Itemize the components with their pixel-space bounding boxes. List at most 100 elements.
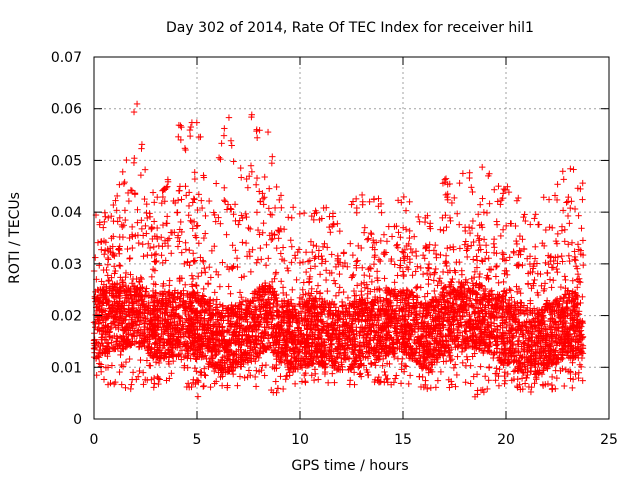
data-point <box>288 243 296 250</box>
data-point <box>416 218 423 225</box>
data-point <box>126 255 133 263</box>
data-point <box>112 197 119 204</box>
data-point <box>353 209 360 217</box>
data-point <box>348 274 355 281</box>
data-point <box>185 202 193 210</box>
data-point <box>200 234 208 242</box>
data-point <box>493 218 500 225</box>
data-point <box>377 237 384 245</box>
data-point <box>217 156 224 163</box>
data-point <box>359 313 366 320</box>
data-point <box>424 290 431 297</box>
data-point <box>174 243 182 250</box>
data-point <box>560 176 567 183</box>
data-point <box>200 382 208 390</box>
data-point <box>202 269 209 276</box>
data-point <box>272 378 279 385</box>
data-point <box>559 168 566 175</box>
data-point <box>534 310 542 318</box>
data-point <box>559 355 566 362</box>
data-point <box>572 370 579 378</box>
data-point <box>227 290 234 297</box>
data-point <box>173 209 181 216</box>
data-point <box>289 286 296 294</box>
data-point <box>469 217 477 225</box>
data-point <box>150 218 158 225</box>
data-point <box>253 209 261 216</box>
data-point <box>104 381 112 388</box>
data-point <box>370 195 378 203</box>
data-point <box>210 297 217 305</box>
data-point <box>377 257 384 265</box>
data-point <box>170 357 177 365</box>
data-point <box>236 373 244 380</box>
data-point <box>514 338 522 345</box>
data-point <box>221 125 228 132</box>
data-point <box>186 132 194 140</box>
data-point <box>262 262 270 269</box>
data-point <box>189 250 197 257</box>
data-point <box>565 241 572 248</box>
data-point <box>485 255 492 262</box>
data-point <box>315 376 322 383</box>
data-point <box>185 189 193 196</box>
data-point <box>182 183 189 190</box>
data-point <box>340 250 347 257</box>
data-point <box>241 374 248 381</box>
data-point <box>176 238 183 245</box>
data-point <box>485 377 492 384</box>
data-point <box>319 243 327 251</box>
data-point <box>506 254 513 261</box>
data-point <box>570 166 577 173</box>
data-point <box>471 393 479 400</box>
data-point <box>476 235 483 242</box>
data-point <box>392 375 399 382</box>
data-point <box>172 299 179 306</box>
data-point <box>499 255 506 263</box>
data-point <box>566 220 573 227</box>
data-point <box>193 356 200 363</box>
data-point <box>254 256 262 263</box>
chart-title: Day 302 of 2014, Rate Of TEC Index for r… <box>166 20 534 36</box>
data-point <box>154 193 161 201</box>
data-point <box>393 372 400 379</box>
data-point <box>158 252 165 259</box>
data-point <box>321 240 328 247</box>
data-point <box>409 272 416 279</box>
data-point <box>381 368 388 376</box>
data-point <box>491 186 498 193</box>
data-point <box>182 239 189 246</box>
data-point <box>381 275 388 282</box>
data-point <box>405 380 412 388</box>
data-point <box>476 241 483 249</box>
data-point <box>122 358 130 366</box>
data-point <box>151 251 158 259</box>
data-point <box>220 132 228 139</box>
data-point <box>193 368 200 375</box>
data-point <box>574 241 582 248</box>
data-point <box>479 195 486 202</box>
data-point <box>219 259 226 266</box>
data-point <box>247 162 255 169</box>
data-point <box>212 352 219 359</box>
data-point <box>186 126 194 134</box>
data-point <box>181 281 189 288</box>
data-point <box>100 224 107 231</box>
data-point <box>140 381 147 388</box>
data-point <box>197 368 204 376</box>
data-point <box>510 368 518 375</box>
data-point <box>194 222 201 229</box>
data-point <box>328 251 335 258</box>
data-point <box>515 337 523 344</box>
data-point <box>315 247 323 254</box>
data-point <box>191 175 199 183</box>
data-point <box>181 145 189 152</box>
data-point <box>141 166 149 173</box>
data-point <box>531 215 538 222</box>
data-point <box>490 320 498 327</box>
data-point <box>363 304 371 311</box>
data-point <box>483 209 491 217</box>
data-point <box>400 193 408 201</box>
data-point <box>463 353 471 360</box>
data-point <box>580 261 587 269</box>
